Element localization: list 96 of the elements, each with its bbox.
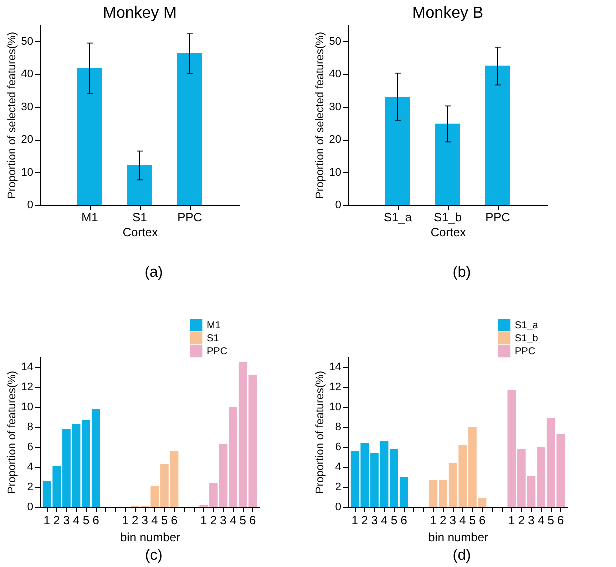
y-tick-label: 50 (21, 36, 34, 48)
x-tick-label: 1 (508, 514, 516, 528)
x-tick-label: 5 (161, 514, 168, 528)
y-tick-label: 30 (21, 101, 34, 114)
y-tick-label: 2 (27, 482, 34, 494)
chart-title: Monkey M (103, 5, 177, 22)
legend-label: M1 (207, 320, 222, 332)
text: (a) (144, 264, 164, 281)
x-tick-label: S1_b (434, 210, 462, 224)
x-tick-label: 3 (371, 514, 378, 528)
y-tick-label: 10 (329, 166, 342, 179)
x-tick-label: 4 (538, 514, 545, 528)
legend-label: S1_a (515, 320, 539, 332)
y-tick-label: 0 (335, 200, 342, 212)
x-tick-label: 6 (171, 514, 178, 528)
x-tick-label: 6 (400, 514, 408, 528)
x-axis-title: bin number (428, 530, 489, 544)
x-tick-label: 2 (210, 514, 218, 528)
y-tick-label: 4 (27, 462, 34, 474)
y-axis-title: Proportion of selected features(%) (6, 32, 18, 199)
y-tick-label: 40 (21, 68, 34, 81)
legend-label: S1_b (515, 334, 539, 344)
legend-label: PPC (515, 346, 536, 358)
y-tick-label: 14 (329, 362, 342, 374)
y-axis-title: Proportion of features(%) (314, 371, 326, 494)
text: (d) (452, 547, 472, 564)
x-tick-label: 3 (528, 514, 536, 528)
y-tick-label: 12 (21, 382, 34, 394)
x-tick-label: 6 (250, 514, 257, 528)
legend-label: PPC (207, 346, 228, 358)
y-tick-label: 0 (27, 200, 34, 212)
x-tick-label: 3 (450, 514, 457, 528)
x-tick-label: 6 (479, 514, 486, 528)
y-axis-title: Proportion of features(%) (6, 371, 18, 494)
x-tick-label: S1 (132, 210, 148, 224)
x-axis-title: Cortex (430, 226, 466, 240)
x-tick-label: 4 (460, 514, 467, 528)
bar (178, 53, 202, 205)
y-tick-label: 8 (335, 422, 342, 434)
y-tick-label: 4 (335, 462, 342, 474)
x-tick-label: 3 (63, 514, 70, 528)
x-tick-label: 2 (440, 514, 447, 528)
x-tick-label: 5 (82, 514, 90, 528)
x-tick-label: 1 (122, 514, 130, 528)
y-tick-label: 12 (329, 382, 342, 394)
y-tick-label: 8 (27, 422, 34, 434)
x-tick-label: PPC (178, 210, 203, 224)
x-tick-label: 5 (390, 514, 398, 528)
x-tick-label: 4 (152, 514, 159, 528)
y-tick-label: 50 (329, 36, 342, 48)
x-tick-label: 6 (92, 514, 100, 528)
y-tick-label: 2 (335, 482, 342, 494)
y-tick-label: 20 (329, 134, 342, 146)
y-tick-label: 10 (21, 402, 34, 414)
x-tick-label: PPC (486, 210, 511, 224)
x-tick-label: 5 (469, 514, 476, 528)
x-tick-label: 6 (558, 514, 565, 528)
y-tick-label: 6 (27, 442, 34, 454)
x-tick-label: 5 (240, 514, 247, 528)
y-tick-label: 30 (329, 101, 342, 114)
y-tick-label: 40 (329, 68, 342, 81)
x-tick-label: 1 (430, 514, 438, 528)
x-tick-label: 2 (362, 514, 369, 528)
y-tick-label: 0 (335, 502, 342, 514)
x-tick-label: M1 (82, 210, 99, 224)
bar (436, 124, 460, 205)
x-tick-label: 1 (44, 514, 51, 528)
x-tick-label: 2 (54, 514, 61, 528)
y-axis-title: Proportion of selected features(%) (314, 32, 326, 199)
bar (486, 66, 510, 205)
x-axis-title: Cortex (122, 226, 158, 240)
y-tick-label: 10 (21, 166, 34, 179)
x-tick-label: 1 (200, 514, 208, 528)
x-tick-label: 4 (230, 514, 237, 528)
y-tick-label: 20 (21, 134, 34, 146)
y-tick-label: 0 (27, 502, 34, 514)
chart-title: Monkey B (412, 5, 484, 22)
x-tick-label: S1_a (384, 210, 412, 224)
x-tick-label: 3 (142, 514, 149, 528)
x-axis-title: bin number (120, 530, 181, 544)
x-tick-label: 2 (132, 514, 139, 528)
bar (78, 68, 102, 205)
x-tick-label: 5 (548, 514, 555, 528)
x-tick-label: 4 (73, 514, 80, 528)
legend-label: S1 (207, 334, 220, 344)
x-tick-label: 3 (220, 514, 228, 528)
x-tick-label: 4 (381, 514, 388, 528)
text: (b) (452, 264, 472, 281)
x-tick-label: 1 (352, 514, 359, 528)
bar (128, 165, 152, 205)
x-tick-label: 2 (518, 514, 526, 528)
y-tick-label: 6 (335, 442, 342, 454)
y-tick-label: 14 (21, 362, 34, 374)
bar (386, 97, 410, 205)
text: (c) (144, 547, 164, 564)
y-tick-label: 10 (329, 402, 342, 414)
